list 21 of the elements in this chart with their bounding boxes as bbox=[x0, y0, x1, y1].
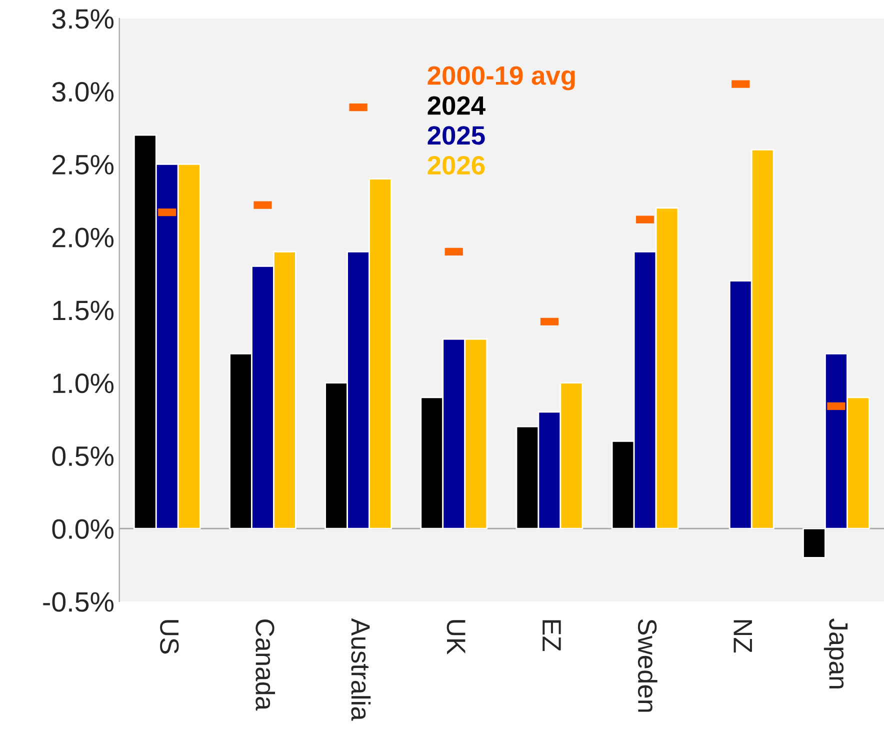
text: 2025 bbox=[428, 126, 485, 145]
x-tick-label: Canada bbox=[256, 619, 276, 711]
x-tick-label: US bbox=[160, 620, 179, 654]
y-tick-label: 1.0% bbox=[53, 374, 114, 394]
text: 2000-19 avg bbox=[428, 66, 575, 90]
y-tick-label: 3.5% bbox=[52, 9, 114, 29]
x-tick-label: NZ bbox=[734, 620, 752, 652]
x-tick-label: EZ bbox=[542, 620, 561, 652]
x-tick-label: Sweden bbox=[638, 619, 658, 712]
x-tick-label: UK bbox=[446, 620, 466, 654]
x-tick-label: Australia bbox=[351, 618, 371, 721]
y-tick-label: 2.5% bbox=[52, 154, 114, 175]
x-tick-label: Japan bbox=[824, 618, 848, 688]
y-tick-label: -0.5% bbox=[43, 592, 114, 612]
y-tick-label: 0.5% bbox=[52, 446, 114, 466]
y-tick-label: 0.0% bbox=[52, 519, 114, 539]
text: 2024 bbox=[428, 96, 486, 115]
series-label: 2026 bbox=[428, 156, 485, 175]
y-tick-label: 1.5% bbox=[53, 300, 114, 320]
y-tick-label: 2.0% bbox=[52, 228, 114, 248]
y-tick-label: 3.0% bbox=[52, 82, 114, 102]
